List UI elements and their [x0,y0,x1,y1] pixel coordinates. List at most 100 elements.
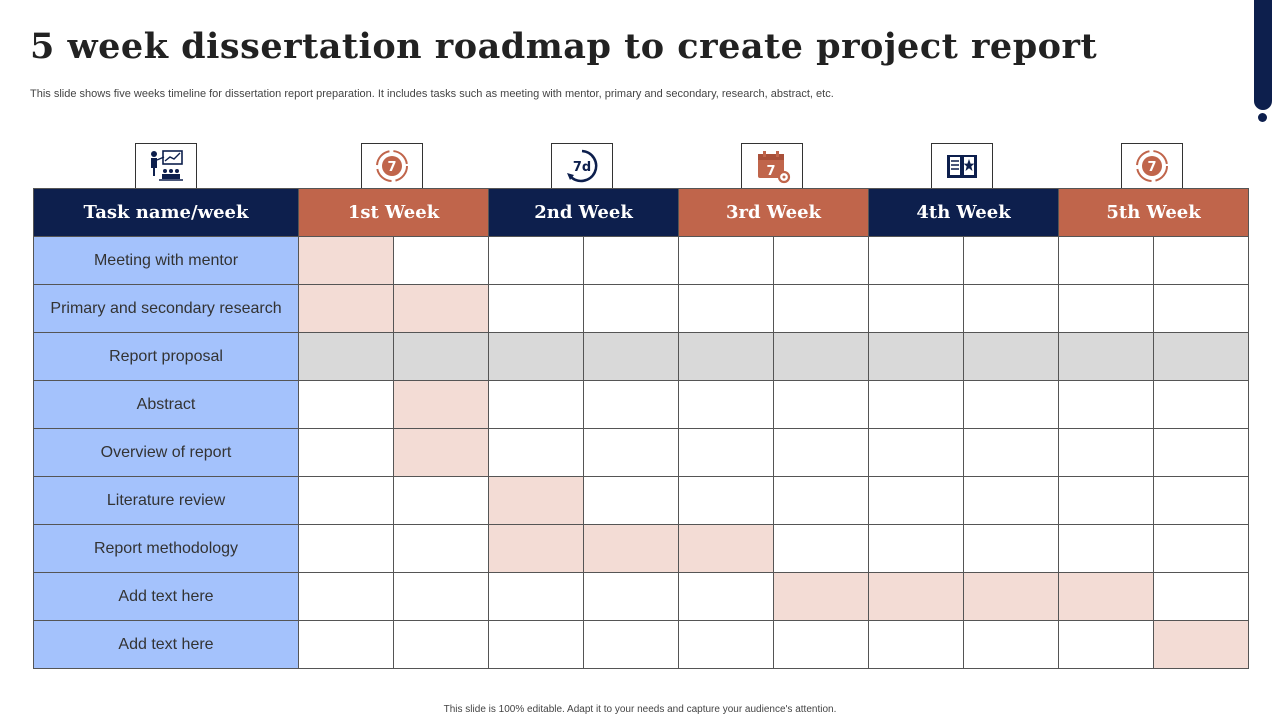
header-week-3: 3rd Week [677,188,870,237]
proposal-cell [963,332,1060,381]
footer-note: This slide is 100% editable. Adapt it to… [443,704,837,715]
page-title: 5 week dissertation roadmap to create pr… [30,26,1098,67]
empty-cell [772,428,870,477]
empty-cell [868,524,965,573]
empty-cell [678,476,774,525]
presentation-icon-box [135,143,197,188]
empty-cell [772,620,870,669]
proposal-cell [488,332,584,381]
empty-cell [1153,476,1250,525]
empty-cell [868,428,965,477]
empty-cell [963,476,1060,525]
empty-cell [393,236,489,285]
empty-cell [1058,620,1155,669]
empty-cell [868,236,965,285]
empty-cell [488,620,584,669]
book-star-icon-box [931,143,993,188]
svg-text:7: 7 [766,164,775,179]
svg-text:7: 7 [387,160,396,175]
table-header-row: Task name/week 1st Week 2nd Week 3rd Wee… [33,188,1250,237]
scheduled-cell [963,572,1060,621]
proposal-cell [868,332,965,381]
table-row: Add text here [33,572,1250,621]
task-name-cell: Primary and secondary research [33,284,299,333]
empty-cell [678,236,774,285]
empty-cell [298,476,394,525]
proposal-cell [1058,332,1155,381]
task-name-cell: Add text here [33,620,299,669]
svg-text:7d: 7d [573,160,591,175]
empty-cell [583,284,679,333]
scheduled-cell [1058,572,1155,621]
empty-cell [1153,524,1250,573]
table-row: Report methodology [33,524,1250,573]
accent-bar [1254,0,1272,110]
empty-cell [298,380,394,429]
seven-day-clock-icon: 7d [567,149,598,183]
empty-cell [1058,476,1155,525]
empty-cell [1058,284,1155,333]
proposal-cell [1153,332,1250,381]
empty-cell [488,236,584,285]
empty-cell [963,428,1060,477]
empty-cell [1153,236,1250,285]
empty-cell [488,572,584,621]
empty-cell [393,476,489,525]
seven-day-clock-icon-box: 7d [551,143,613,188]
task-name-cell: Add text here [33,572,299,621]
task-name-cell: Overview of report [33,428,299,477]
empty-cell [583,620,679,669]
scheduled-cell [678,524,774,573]
empty-cell [963,284,1060,333]
scheduled-cell [488,476,584,525]
header-week-1: 1st Week [298,188,489,237]
scheduled-cell [393,380,489,429]
empty-cell [963,380,1060,429]
empty-cell [583,572,679,621]
empty-cell [678,620,774,669]
table-row: Overview of report [33,428,1250,477]
empty-cell [963,524,1060,573]
empty-cell [772,476,870,525]
empty-cell [1058,428,1155,477]
book-star-icon [947,155,977,178]
scheduled-cell [488,524,584,573]
task-name-cell: Literature review [33,476,299,525]
empty-cell [583,428,679,477]
proposal-cell [772,332,870,381]
scheduled-cell [1153,620,1250,669]
empty-cell [868,620,965,669]
empty-cell [298,620,394,669]
header-week-5: 5th Week [1058,188,1250,237]
empty-cell [963,236,1060,285]
scheduled-cell [393,284,489,333]
empty-cell [298,524,394,573]
scheduled-cell [772,572,870,621]
empty-cell [298,428,394,477]
scheduled-cell [393,428,489,477]
task-name-cell: Meeting with mentor [33,236,299,285]
empty-cell [1058,524,1155,573]
task-name-cell: Report methodology [33,524,299,573]
empty-cell [678,428,774,477]
seven-day-cycle-icon-box-2: 7 [1121,143,1183,188]
scheduled-cell [868,572,965,621]
page-subtitle: This slide shows five weeks timeline for… [30,88,834,100]
empty-cell [868,380,965,429]
empty-cell [772,380,870,429]
table-body: Meeting with mentor Primary and secondary… [33,236,1250,669]
svg-text:7: 7 [1147,160,1156,175]
empty-cell [1058,236,1155,285]
empty-cell [1153,380,1250,429]
header-week-4: 4th Week [868,188,1060,237]
proposal-cell [298,332,394,381]
empty-cell [583,380,679,429]
empty-cell [678,284,774,333]
proposal-cell [583,332,679,381]
calendar-seven-icon-box: 7 [741,143,803,188]
empty-cell [488,284,584,333]
table-row: Primary and secondary research [33,284,1250,333]
table-row: Meeting with mentor [33,236,1250,285]
calendar-seven-icon: 7 [758,151,791,184]
scheduled-cell [298,284,394,333]
